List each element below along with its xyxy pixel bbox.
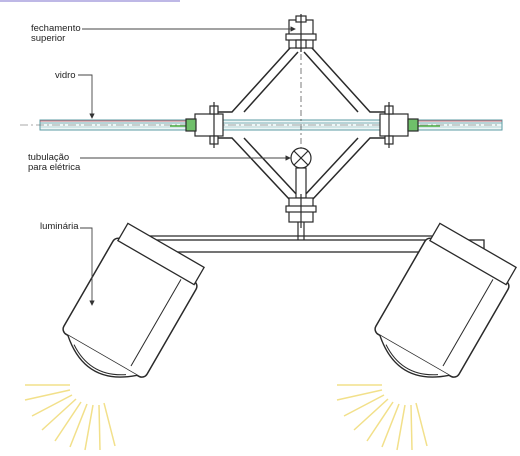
- leader-luminaria: [80, 227, 95, 306]
- right-spotlight-icon: [374, 222, 517, 378]
- label-tubulacao: tubulação para elétrica: [28, 152, 81, 173]
- spider-frame: [215, 40, 388, 210]
- left-light-rays: [24, 384, 116, 451]
- bottom-bolt: [285, 194, 317, 228]
- right-glass-clamp: [379, 102, 419, 148]
- glass-pane: [20, 119, 503, 131]
- label-vidro: vidro: [55, 70, 76, 81]
- label-fechamento-superior: fechamento superior: [31, 23, 81, 44]
- left-glass-clamp: [185, 102, 224, 148]
- leader-lines: [78, 26, 296, 306]
- top-closure-bolt: [285, 14, 317, 52]
- conduit-junction: [290, 147, 312, 199]
- left-spotlight-icon: [62, 222, 205, 378]
- leader-vidro: [78, 74, 95, 119]
- right-light-rays: [336, 384, 428, 451]
- label-luminaria: luminária: [40, 221, 79, 232]
